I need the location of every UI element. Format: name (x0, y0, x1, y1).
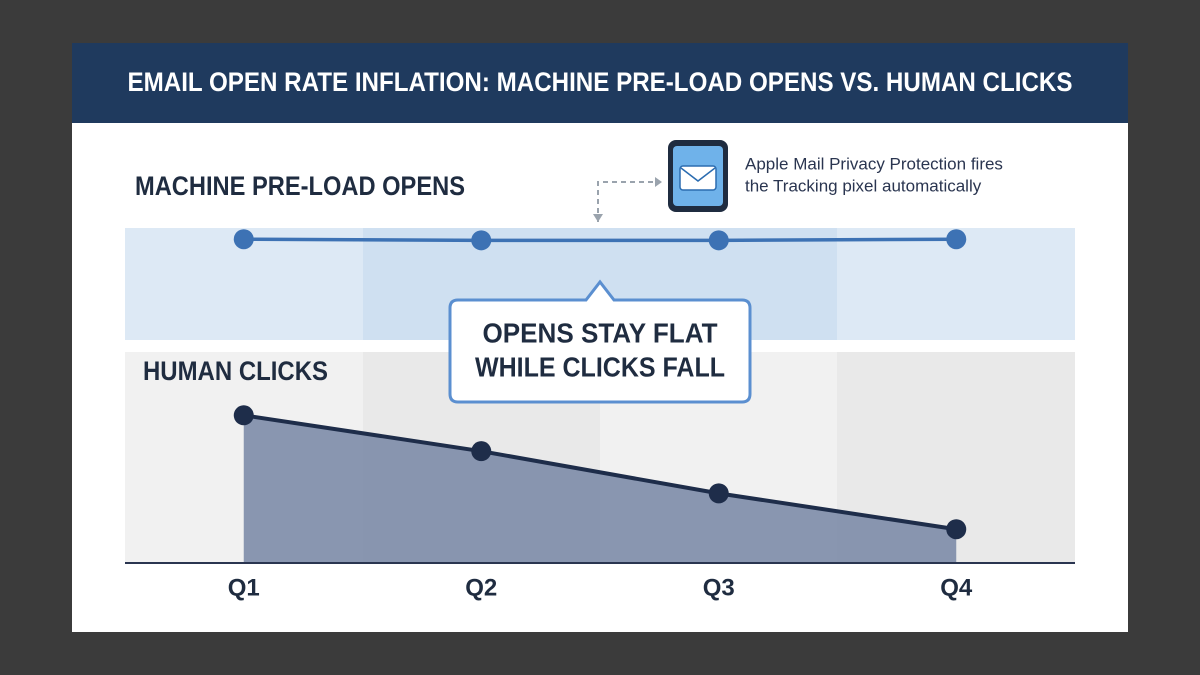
arrow (597, 181, 660, 222)
area (243, 415, 957, 563)
mail-icon (680, 167, 716, 182)
x-tick-label: Q2 (465, 574, 497, 601)
callout-text: WHILE CLICKS FALL (475, 351, 725, 382)
point (233, 405, 254, 426)
series-label: MACHINE PRE-LOAD OPENS (135, 171, 465, 201)
callout-text: OPENS STAY FLAT (483, 317, 718, 348)
x-tick-label: Q1 (228, 574, 260, 601)
chart-title: EMAIL OPEN RATE INFLATION: MACHINE PRE-L… (128, 67, 1073, 97)
annotation: the Tracking pixel automatically (745, 176, 982, 195)
point (708, 230, 729, 251)
header (72, 43, 1128, 123)
annotation: Apple Mail Privacy Protection fires (745, 154, 1003, 173)
point (946, 519, 967, 540)
x-tick-label: Q4 (940, 574, 973, 601)
line (243, 237, 957, 243)
arrowhead (593, 177, 662, 222)
x-tick-label: Q3 (703, 574, 735, 601)
point (946, 229, 967, 250)
point (708, 483, 729, 504)
callout-box (448, 279, 752, 404)
mail-icon (679, 165, 717, 191)
plot: Q1 Q2 Q3 Q4 MACHINE PRE-LOAD OPENS HUMAN CLIC… (135, 171, 973, 601)
point (233, 229, 254, 250)
point (471, 441, 492, 462)
point (471, 230, 492, 251)
series-label: HUMAN CLICKS (143, 356, 328, 386)
line (243, 413, 957, 532)
